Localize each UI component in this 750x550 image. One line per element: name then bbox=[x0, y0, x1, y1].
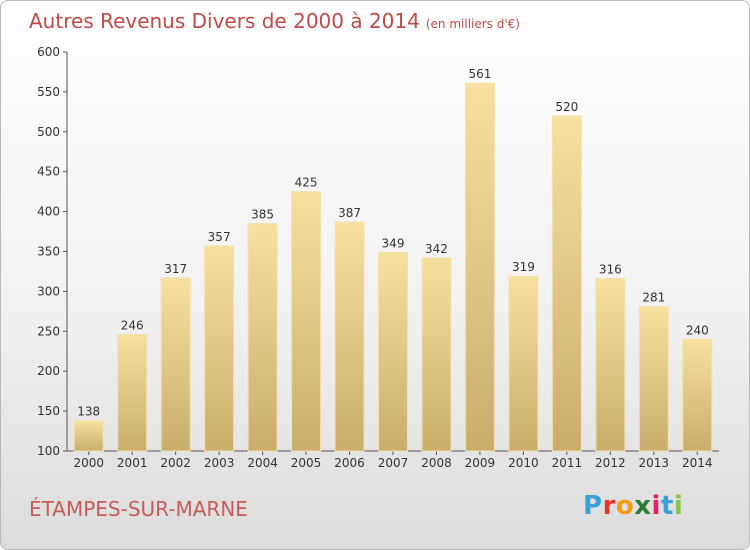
bar-value-label: 349 bbox=[382, 236, 405, 250]
y-tick-label: 400 bbox=[37, 205, 60, 219]
bar bbox=[160, 277, 191, 452]
y-tick-label: 150 bbox=[37, 404, 60, 418]
proxiti-logo: Proxiti bbox=[583, 491, 683, 521]
x-tick-label: 2011 bbox=[552, 456, 583, 470]
logo-letter: t bbox=[660, 491, 674, 521]
bar-value-label: 385 bbox=[251, 208, 274, 222]
bar-value-label: 317 bbox=[164, 262, 187, 276]
x-tick-label: 2004 bbox=[247, 456, 278, 470]
bar bbox=[638, 306, 669, 452]
bar bbox=[334, 221, 365, 452]
chart-title-text: Autres Revenus Divers de 2000 à 2014 bbox=[29, 9, 420, 33]
axes: 100 150 200 250 300 350 400 450 500 550 600 2000 200… bbox=[37, 45, 719, 470]
logo-letter: i bbox=[673, 491, 684, 521]
logo-letter: r bbox=[602, 491, 616, 521]
x-tick-label: 2010 bbox=[508, 456, 539, 470]
bar-value-label: 342 bbox=[425, 242, 448, 256]
bar-value-label: 357 bbox=[208, 230, 231, 244]
y-tick-label: 600 bbox=[37, 45, 60, 59]
x-tick-label: 2005 bbox=[291, 456, 322, 470]
x-tick-label: 2012 bbox=[595, 456, 626, 470]
y-tick-label: 250 bbox=[37, 324, 60, 338]
logo-letter: o bbox=[615, 491, 635, 521]
bar bbox=[464, 82, 495, 452]
x-tick-label: 2007 bbox=[378, 456, 409, 470]
bar-value-label: 319 bbox=[512, 260, 535, 274]
y-tick-label: 300 bbox=[37, 284, 60, 298]
bar bbox=[508, 275, 539, 452]
bar-value-label: 387 bbox=[338, 206, 361, 220]
x-tick-label: 2003 bbox=[204, 456, 235, 470]
logo-letter: i bbox=[651, 491, 661, 521]
bar-value-label: 246 bbox=[121, 318, 144, 332]
bar bbox=[291, 191, 322, 452]
x-tick-label: 2000 bbox=[73, 456, 104, 470]
logo-letter: x bbox=[634, 491, 652, 521]
bar-value-label: 138 bbox=[77, 405, 100, 419]
x-tick-label: 2002 bbox=[160, 456, 191, 470]
y-tick-label: 200 bbox=[37, 364, 60, 378]
bar-value-label: 281 bbox=[642, 291, 665, 305]
x-tick-label: 2014 bbox=[682, 456, 713, 470]
city-name: ÉTAMPES-SUR-MARNE bbox=[29, 497, 248, 521]
x-tick-label: 2008 bbox=[421, 456, 452, 470]
bar-value-label: 520 bbox=[555, 100, 578, 114]
bar bbox=[421, 257, 452, 452]
bar bbox=[378, 251, 408, 452]
bar bbox=[551, 115, 582, 452]
bar-value-label: 425 bbox=[295, 176, 318, 190]
chart-subtitle: (en milliers d'€) bbox=[425, 17, 520, 31]
x-tick-label: 2001 bbox=[117, 456, 148, 470]
x-tick-label: 2006 bbox=[334, 456, 365, 470]
y-tick-label: 100 bbox=[37, 444, 60, 458]
chart-title: Autres Revenus Divers de 2000 à 2014 (en … bbox=[29, 9, 520, 33]
y-tick-label: 550 bbox=[37, 85, 60, 99]
y-tick-label: 500 bbox=[37, 125, 60, 139]
y-tick-label: 450 bbox=[37, 165, 60, 179]
bar bbox=[247, 223, 278, 452]
bar bbox=[682, 338, 713, 452]
logo-letter: P bbox=[583, 491, 603, 521]
x-tick-label: 2013 bbox=[639, 456, 670, 470]
bar-value-label: 240 bbox=[686, 323, 709, 337]
bar bbox=[117, 333, 148, 452]
x-tick-label: 2009 bbox=[465, 456, 496, 470]
bar bbox=[595, 278, 626, 452]
bars: 138 246 317 357 385 425 387 349 342 561 319 520 316 2… bbox=[73, 67, 713, 452]
bar bbox=[73, 420, 104, 452]
bar-value-label: 316 bbox=[599, 263, 622, 277]
bar-value-label: 561 bbox=[468, 67, 491, 81]
bar bbox=[204, 245, 235, 452]
y-tick-label: 350 bbox=[37, 245, 60, 259]
